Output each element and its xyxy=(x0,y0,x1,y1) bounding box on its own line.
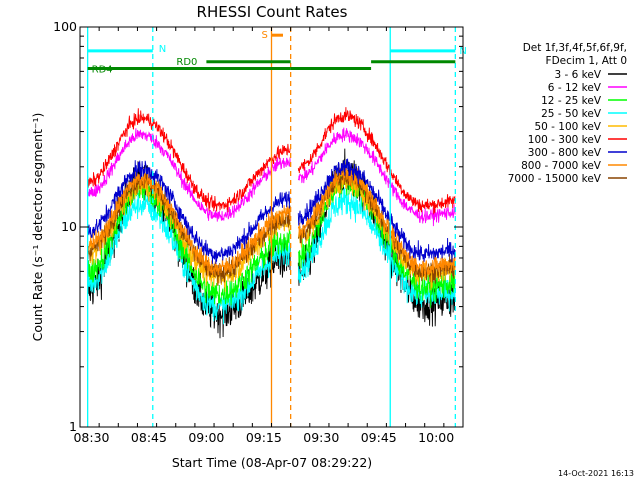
x-tick-label-0930: 09:30 xyxy=(303,430,339,445)
legend-label: 300 - 800 keV xyxy=(528,147,602,159)
x-tick-label-1000: 10:00 xyxy=(418,430,454,445)
footer-timestamp: 14-Oct-2021 16:13 xyxy=(558,469,634,478)
legend-label: 100 - 300 keV xyxy=(528,134,602,146)
legend-label: 800 - 7000 keV xyxy=(521,160,602,172)
legend-item: 50 - 100 keV xyxy=(534,121,627,133)
series-line-12-25keV-seg0 xyxy=(87,178,291,306)
series-layer xyxy=(87,107,456,339)
x-tick-label-0945: 09:45 xyxy=(361,430,397,445)
legend-label: 7000 - 15000 keV xyxy=(508,173,602,185)
legend-header-line1: Det 1f,3f,4f,5f,6f,9f, xyxy=(523,42,627,54)
x-tick-label-0900: 09:00 xyxy=(188,430,224,445)
annotation-label-rd4: RD4 xyxy=(92,65,113,76)
y-axis-label: Count Rate (s⁻¹ detector segment⁻¹) xyxy=(30,113,45,342)
x-tick-label-0830: 08:30 xyxy=(73,430,109,445)
annotation-label-s: S xyxy=(262,30,268,41)
series-line-6-12keV-seg1 xyxy=(297,127,456,227)
legend-item: 6 - 12 keV xyxy=(548,82,627,94)
annotation-label-rd0: RD0 xyxy=(176,57,197,68)
series-line-100-300keV-seg1 xyxy=(297,107,456,215)
series-line-300-800keV-seg0 xyxy=(87,160,291,265)
legend-item: 7000 - 15000 keV xyxy=(508,173,627,185)
series-line-300-800keV-seg1 xyxy=(297,158,456,263)
y-tick-label-1: 1 xyxy=(69,419,77,434)
x-axis-label: Start Time (08-Apr-07 08:29:22) xyxy=(172,455,372,470)
legend-label: 12 - 25 keV xyxy=(541,95,602,107)
legend-label: 6 - 12 keV xyxy=(548,82,602,94)
legend-item: 300 - 800 keV xyxy=(528,147,627,159)
y-tick-label-100: 100 xyxy=(53,19,77,34)
series-line-800-7000keV-seg0 xyxy=(87,167,291,277)
legend-item: 100 - 300 keV xyxy=(528,134,627,146)
series-line-12-25keV-seg1 xyxy=(297,167,456,308)
series-line-6-12keV-seg0 xyxy=(87,128,291,222)
legend-item: 800 - 7000 keV xyxy=(521,160,627,172)
y-tick-label-10: 10 xyxy=(61,219,77,234)
series-line-25-50keV-seg1 xyxy=(297,187,456,312)
legend-item: 12 - 25 keV xyxy=(541,95,627,107)
chart-title: RHESSI Count Rates xyxy=(197,3,348,21)
legend-item: 3 - 6 keV xyxy=(554,69,627,81)
axes-layer: 1 10 100 08:30 08:45 09:00 09:15 09:30 09:45 10:0… xyxy=(53,19,464,445)
legend-label: 50 - 100 keV xyxy=(534,121,601,133)
x-tick-label-0845: 08:45 xyxy=(131,430,167,445)
series-line-100-300keV-seg0 xyxy=(87,108,291,213)
legend-label: 3 - 6 keV xyxy=(554,69,601,81)
annotation-label-n: N xyxy=(159,44,166,55)
x-tick-label-0915: 09:15 xyxy=(246,430,282,445)
legend: Det 1f,3f,4f,5f,6f,9f, FDecim 1, Att 0 3… xyxy=(508,42,627,185)
legend-item: 25 - 50 keV xyxy=(541,108,627,120)
legend-header-line2: FDecim 1, Att 0 xyxy=(546,55,627,67)
legend-label: 25 - 50 keV xyxy=(541,108,602,120)
